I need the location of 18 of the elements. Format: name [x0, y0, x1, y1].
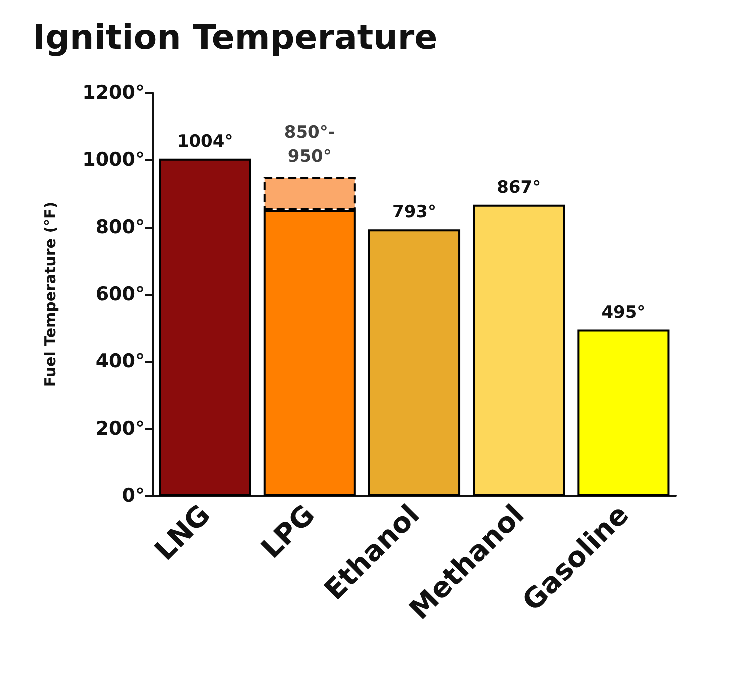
- y-tick-label: 200°: [96, 418, 145, 440]
- y-tick-label: 1000°: [82, 149, 145, 172]
- y-tick-label: 800°: [96, 216, 145, 238]
- y-axis-title: Fuel Temperature (°F): [42, 202, 60, 388]
- data-label: 495°: [602, 302, 646, 323]
- bar: [159, 158, 252, 496]
- chart-title: Ignition Temperature: [33, 18, 438, 58]
- y-tick-label: 600°: [96, 284, 145, 306]
- bar: [473, 204, 566, 496]
- bar: [578, 330, 670, 496]
- annotation: 850°- 950°: [284, 122, 336, 167]
- y-tick-label: 400°: [96, 350, 145, 373]
- data-label: 793°: [392, 202, 436, 223]
- y-tick-label: 1200°: [82, 82, 145, 104]
- data-label: 867°: [497, 178, 542, 198]
- bar: [368, 230, 461, 496]
- y-tick-label: 0°: [122, 485, 145, 507]
- data-label: 1004°: [177, 132, 234, 152]
